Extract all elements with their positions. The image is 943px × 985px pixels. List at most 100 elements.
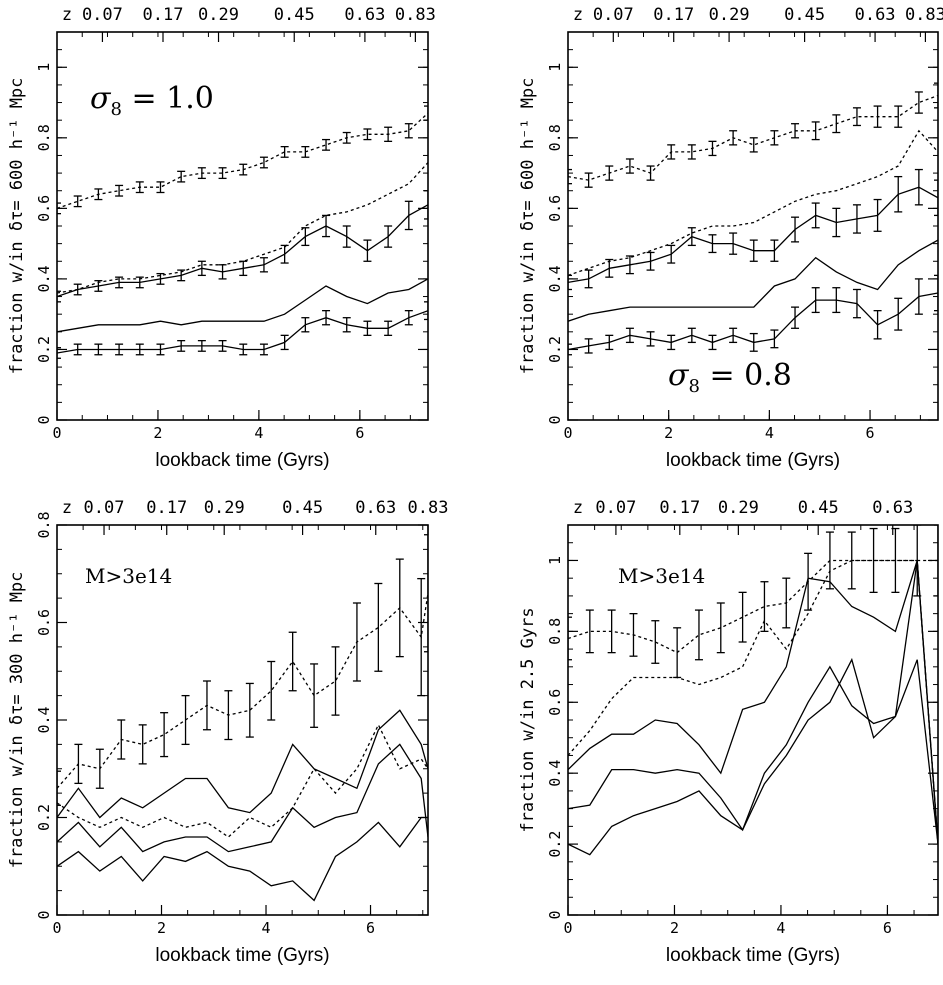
x-tick-label: 6 xyxy=(866,424,875,442)
top-tick-label: 0.63 xyxy=(855,5,896,25)
series-line-4 xyxy=(568,239,938,322)
x-tick-label: 2 xyxy=(157,919,166,937)
y-tick-label: 0.2 xyxy=(35,804,53,831)
y-tick-label: 0.2 xyxy=(35,336,53,363)
top-tick-label: 0.17 xyxy=(653,5,694,25)
y-tick-label: 1 xyxy=(546,556,564,565)
top-tick-label: 0.83 xyxy=(408,498,449,518)
top-tick-label: 0.63 xyxy=(344,5,385,25)
x-axis-label: lookback time (Gyrs) xyxy=(666,945,840,966)
x-tick-label: 2 xyxy=(670,919,679,937)
series-line-5 xyxy=(57,310,428,354)
series-group xyxy=(568,82,938,356)
top-axis-label: z xyxy=(62,5,72,25)
panel-annotation: σ8 = 1.0 xyxy=(90,81,214,120)
y-tick-label: 0.8 xyxy=(546,124,564,151)
series-line-5 xyxy=(57,816,428,902)
x-tick-label: 0 xyxy=(52,424,61,442)
top-tick-label: 0.29 xyxy=(198,5,239,25)
series-line-4 xyxy=(568,560,938,845)
top-tick-label: 0.07 xyxy=(595,498,636,518)
x-tick-label: 2 xyxy=(664,424,673,442)
y-tick-label: 0.2 xyxy=(546,336,564,363)
series-group xyxy=(568,525,938,856)
y-tick-label: 0.8 xyxy=(35,124,53,151)
plot-frame xyxy=(56,31,429,421)
series-line-5 xyxy=(568,292,938,351)
series-line-5 xyxy=(568,657,938,856)
series-line-1 xyxy=(57,112,428,210)
panel-annotation: σ8 = 0.8 xyxy=(668,358,792,397)
top-tick-label: 0.07 xyxy=(82,5,123,25)
series-line-2 xyxy=(57,162,428,294)
series-group xyxy=(57,105,428,359)
top-tick-label: 0.83 xyxy=(395,5,436,25)
series-line-2 xyxy=(57,723,428,838)
x-tick-label: 0 xyxy=(563,919,572,937)
series-line-4 xyxy=(57,278,428,333)
y-tick-label: 0.8 xyxy=(546,618,564,645)
x-tick-label: 0 xyxy=(563,424,572,442)
x-tick-label: 6 xyxy=(355,424,364,442)
top-tick-label: 0.45 xyxy=(274,5,315,25)
top-tick-label: 0.29 xyxy=(718,498,759,518)
y-axis-label: fraction w/in δτ= 300 h⁻¹ Mpc xyxy=(7,572,27,869)
y-tick-label: 0.4 xyxy=(546,265,564,292)
top-tick-label: 0.17 xyxy=(143,5,184,25)
y-tick-label: 0.4 xyxy=(35,706,53,733)
chart-panel-1: 0 2 4 6 0 0.2 0.4 0.6 0.8 1 z 0.07 0.17 0.29 0.45 0.63 0… xyxy=(7,5,436,471)
y-tick-label: 0.6 xyxy=(546,689,564,716)
panel-annotation: M>3e14 xyxy=(618,564,705,588)
top-tick-label: 0.07 xyxy=(84,498,125,518)
y-tick-label: 0 xyxy=(546,415,564,424)
y-tick-label: 0.8 xyxy=(35,511,53,538)
y-axis-label: fraction w/in δτ= 600 h⁻¹ Mpc xyxy=(7,78,27,375)
y-axis-label: fraction w/in 2.5 Gyrs xyxy=(518,607,538,832)
y-tick-label: 0 xyxy=(35,910,53,919)
top-axis-label: z xyxy=(573,498,583,518)
y-tick-label: 0.6 xyxy=(35,609,53,636)
top-tick-label: 0.45 xyxy=(784,5,825,25)
series-line-3 xyxy=(568,560,938,845)
series-line-1 xyxy=(568,559,938,654)
series-line-2 xyxy=(568,129,938,277)
x-tick-label: 6 xyxy=(366,919,375,937)
top-axis-label: z xyxy=(62,498,72,518)
top-tick-label: 0.29 xyxy=(204,498,245,518)
top-tick-label: 0.29 xyxy=(709,5,750,25)
y-tick-label: 0 xyxy=(546,910,564,919)
series-group xyxy=(57,534,428,902)
x-axis-label: lookback time (Gyrs) xyxy=(155,450,329,471)
y-tick-label: 0.6 xyxy=(35,195,53,222)
panel-annotation: M>3e14 xyxy=(85,564,172,588)
series-line-4 xyxy=(57,743,428,853)
top-tick-label: 0.63 xyxy=(872,498,913,518)
y-tick-label: 0.2 xyxy=(546,831,564,858)
top-axis-label: z xyxy=(573,5,583,25)
x-axis-label: lookback time (Gyrs) xyxy=(666,450,840,471)
x-axis-label: lookback time (Gyrs) xyxy=(155,945,329,966)
series-line-1 xyxy=(57,593,428,789)
y-tick-label: 1 xyxy=(546,63,564,72)
x-tick-label: 0 xyxy=(52,919,61,937)
x-tick-label: 4 xyxy=(254,424,263,442)
series-line-3 xyxy=(57,709,428,819)
top-tick-label: 0.45 xyxy=(798,498,839,518)
x-tick-label: 6 xyxy=(883,919,892,937)
top-tick-label: 0.45 xyxy=(282,498,323,518)
y-axis-label: fraction w/in δτ= 600 h⁻¹ Mpc xyxy=(518,78,538,375)
x-tick-label: 4 xyxy=(776,919,785,937)
y-tick-label: 0.4 xyxy=(35,265,53,292)
x-tick-label: 4 xyxy=(261,919,270,937)
series-line-3 xyxy=(568,186,938,284)
series-line-2 xyxy=(568,559,938,845)
y-tick-label: 0.6 xyxy=(546,195,564,222)
y-tick-label: 0.4 xyxy=(546,760,564,787)
chart-panel-3: 0 2 4 6 0 0.2 0.4 0.6 0.8 z 0.07 0.17 0.29 0.45 0.63 0.… xyxy=(7,498,448,966)
x-tick-label: 2 xyxy=(153,424,162,442)
top-tick-label: 0.07 xyxy=(593,5,634,25)
x-tick-label: 4 xyxy=(765,424,774,442)
top-tick-label: 0.83 xyxy=(905,5,943,25)
top-tick-label: 0.63 xyxy=(355,498,396,518)
